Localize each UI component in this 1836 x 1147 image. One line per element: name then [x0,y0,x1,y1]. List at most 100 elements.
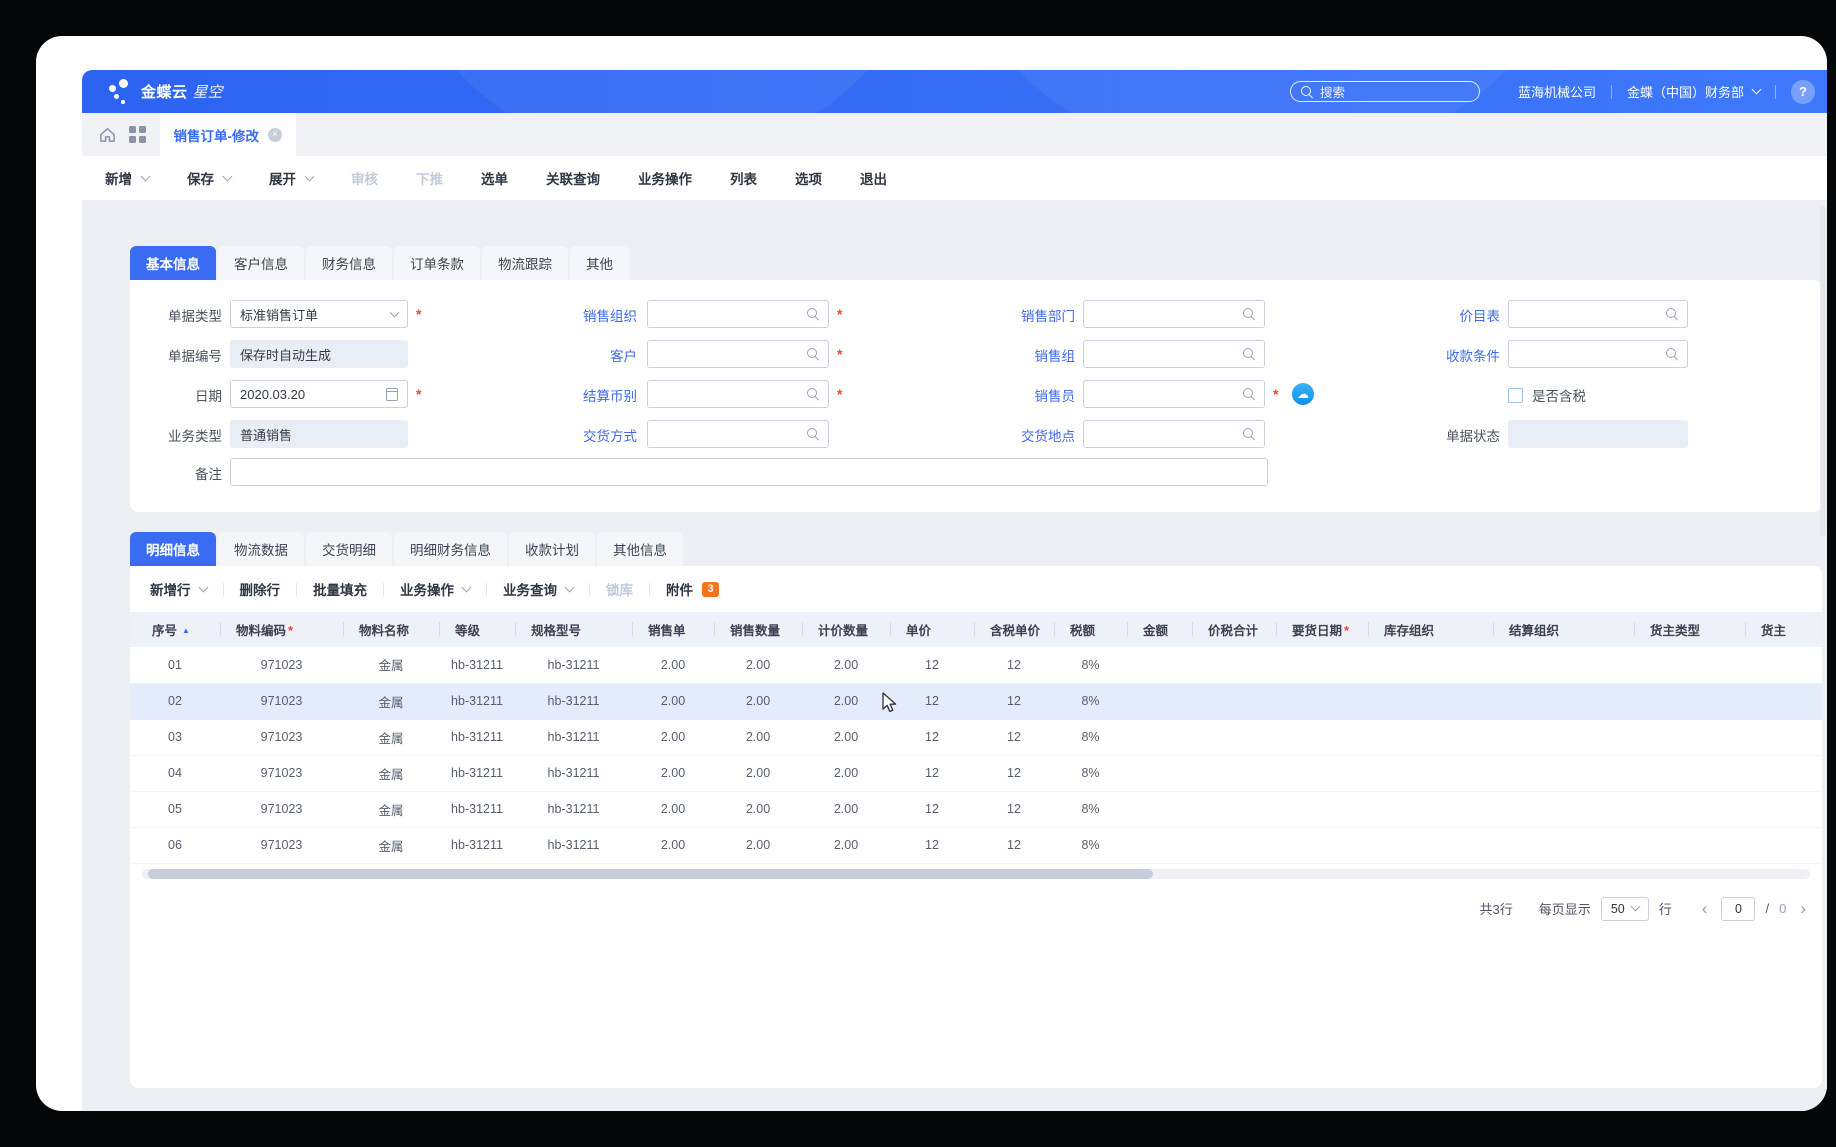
cell-owner-type[interactable] [1634,683,1745,720]
column-header-tax-amount[interactable]: 税额 [1054,612,1127,647]
cell-settle-org[interactable] [1493,755,1634,792]
cell-sales-qty[interactable]: 2.00 [714,683,802,720]
company-name[interactable]: 蓝海机械公司 [1517,85,1596,100]
apps-menu-button[interactable] [129,126,146,143]
tab-sales-order-edit[interactable]: 销售订单-修改 × [159,113,296,156]
price-list-label[interactable]: 价目表 [1459,309,1501,324]
cell-total-with-tax[interactable] [1192,827,1276,864]
cell-amount[interactable] [1127,647,1192,684]
tab-basic-info[interactable]: 基本信息 [130,246,216,280]
column-header-stock-org[interactable]: 库存组织 [1368,612,1493,647]
cell-required-date[interactable] [1276,719,1368,756]
salesman-lookup[interactable] [1083,380,1265,408]
cell-material-code[interactable]: 971023 [220,683,343,720]
cell-settle-org[interactable] [1493,719,1634,756]
cell-tax-incl-price[interactable]: 12 [974,755,1054,792]
column-header-tax-incl-price[interactable]: 含税单价 [974,612,1054,647]
sale-group-lookup[interactable] [1083,340,1265,368]
cell-stock-org[interactable] [1368,791,1493,828]
sale-org-lookup[interactable] [647,300,829,328]
table-row[interactable]: 02 971023 金属 hb-31211 hb-31211 2.00 2.00 2.00 12… [130,683,1822,720]
column-header-owner[interactable]: 货主 [1745,612,1822,647]
cell-material-code[interactable]: 971023 [220,647,343,684]
cell-tax-amount[interactable]: 8% [1054,755,1127,792]
cell-material-name[interactable]: 金属 [343,683,439,720]
cell-seq[interactable]: 03 [130,719,220,756]
bill-type-select[interactable]: 标准销售订单 [230,300,408,328]
customer-label[interactable]: 客户 [610,349,637,364]
column-header-owner-type[interactable]: 货主类型 [1634,612,1745,647]
cell-stock-org[interactable] [1368,647,1493,684]
toolbar-new-button[interactable]: 新增 [105,168,151,188]
column-header-sales-qty[interactable]: 销售数量 [714,612,802,647]
cell-seq[interactable]: 01 [130,647,220,684]
toolbar-save-button[interactable]: 保存 [187,168,233,188]
tab-order-terms[interactable]: 订单条款 [394,246,480,280]
cell-amount[interactable] [1127,827,1192,864]
tab-other-info[interactable]: 其他信息 [597,532,683,566]
cell-grade[interactable]: hb-31211 [439,719,515,756]
column-header-material-name[interactable]: 物料名称 [343,612,439,647]
cell-amount[interactable] [1127,719,1192,756]
cell-grade[interactable]: hb-31211 [439,683,515,720]
cell-owner[interactable] [1745,827,1822,864]
cell-sales-qty[interactable]: 2.00 [714,719,802,756]
recv-terms-label[interactable]: 收款条件 [1446,349,1500,364]
cell-spec-model[interactable]: hb-31211 [515,791,632,828]
cell-owner-type[interactable] [1634,647,1745,684]
currency-label[interactable]: 结算币别 [583,389,637,404]
detail-toolbar-biz-query-button[interactable]: 业务查询 [503,579,575,599]
cell-tax-amount[interactable]: 8% [1054,827,1127,864]
cell-sales-qty[interactable]: 2.00 [714,827,802,864]
cell-tax-amount[interactable]: 8% [1054,683,1127,720]
cell-unit-price[interactable]: 12 [890,827,974,864]
cell-unit-price[interactable]: 12 [890,719,974,756]
cell-stock-org[interactable] [1368,683,1493,720]
cell-sales-unit[interactable]: 2.00 [632,719,714,756]
cell-pricing-qty[interactable]: 2.00 [802,755,890,792]
column-header-required-date[interactable]: 要货日期 * [1276,612,1368,647]
cell-required-date[interactable] [1276,827,1368,864]
toolbar-expand-button[interactable]: 展开 [269,168,315,188]
cell-unit-price[interactable]: 12 [890,683,974,720]
cell-owner-type[interactable] [1634,755,1745,792]
page-number-input[interactable] [1721,896,1756,921]
tab-customer-info[interactable]: 客户信息 [218,246,304,280]
sale-org-label[interactable]: 销售组织 [583,309,637,324]
cell-seq[interactable]: 05 [130,791,220,828]
cell-owner-type[interactable] [1634,827,1745,864]
global-search-input[interactable]: 搜索 [1290,81,1480,102]
user-org-menu[interactable]: 金蝶（中国）财务部 [1627,82,1762,101]
cell-material-code[interactable]: 971023 [220,791,343,828]
cell-sales-qty[interactable]: 2.00 [714,647,802,684]
tab-detail-info[interactable]: 明细信息 [130,532,216,566]
cell-pricing-qty[interactable]: 2.00 [802,827,890,864]
cell-owner[interactable] [1745,719,1822,756]
cell-sales-qty[interactable]: 2.00 [714,755,802,792]
cell-tax-incl-price[interactable]: 12 [974,647,1054,684]
cell-tax-incl-price[interactable]: 12 [974,683,1054,720]
cell-sales-unit[interactable]: 2.00 [632,683,714,720]
cell-total-with-tax[interactable] [1192,683,1276,720]
cell-material-code[interactable]: 971023 [220,827,343,864]
cell-owner-type[interactable] [1634,719,1745,756]
cell-unit-price[interactable]: 12 [890,647,974,684]
column-header-seq[interactable]: 序号 ▲ [130,612,220,647]
cell-sales-unit[interactable]: 2.00 [632,755,714,792]
cell-settle-org[interactable] [1493,647,1634,684]
cell-amount[interactable] [1127,755,1192,792]
cell-grade[interactable]: hb-31211 [439,827,515,864]
home-button[interactable] [98,126,117,144]
horizontal-scrollbar-thumb[interactable] [148,868,1153,879]
sale-dept-lookup[interactable] [1083,300,1265,328]
remark-input[interactable] [230,458,1268,486]
salesman-label[interactable]: 销售员 [1034,389,1076,404]
delivery-method-label[interactable]: 交货方式 [583,429,637,444]
delivery-place-lookup[interactable] [1083,420,1265,448]
cell-sales-unit[interactable]: 2.00 [632,647,714,684]
cell-stock-org[interactable] [1368,827,1493,864]
cell-pricing-qty[interactable]: 2.00 [802,791,890,828]
detail-toolbar-batch-fill-button[interactable]: 批量填充 [313,579,367,599]
cell-material-name[interactable]: 金属 [343,755,439,792]
cell-tax-incl-price[interactable]: 12 [974,827,1054,864]
